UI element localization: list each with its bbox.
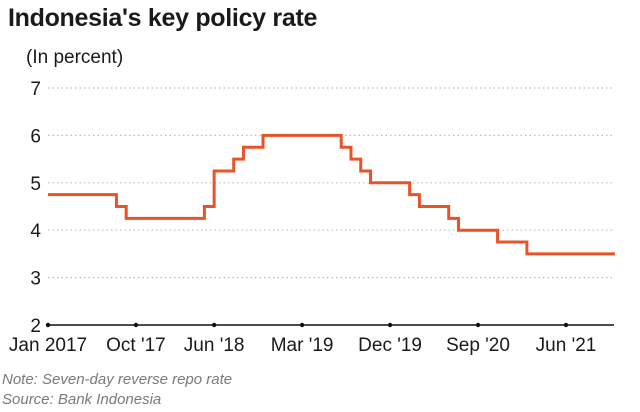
y-tick-label-6: 6 [30, 126, 41, 147]
series-line-0 [48, 133, 615, 256]
x-axis [45, 322, 614, 328]
chart-subtitle: (In percent) [26, 47, 124, 68]
x-tick-label-4: Dec '19 [358, 335, 422, 356]
series-layer [48, 133, 615, 256]
x-tick-mark-5 [475, 322, 481, 328]
y-tick-labels: 2 3 4 5 6 7 [30, 79, 41, 337]
x-tick-label-5: Sep '20 [446, 335, 510, 356]
chart-source: Source: Bank Indonesia [2, 391, 162, 408]
y-tick-label-3: 3 [30, 269, 41, 290]
chart-title: Indonesia's key policy rate [8, 4, 318, 32]
x-tick-label-2: Jun '18 [184, 335, 245, 356]
grid-lines [48, 87, 614, 279]
chart-note: Note: Seven-day reverse repo rate [2, 371, 233, 388]
x-tick-labels: Jan 2017 Oct '17 Jun '18 Mar '19 Dec '19 Sep … [9, 335, 596, 356]
y-tick-label-2: 2 [30, 316, 41, 337]
y-tick-label-7: 7 [30, 79, 41, 100]
x-tick-label-3: Mar '19 [271, 335, 334, 356]
x-tick-mark-6 [563, 322, 569, 328]
x-tick-mark-4 [387, 322, 393, 328]
x-tick-label-1: Oct '17 [106, 335, 166, 356]
x-tick-mark-1 [133, 322, 139, 328]
y-tick-label-5: 5 [30, 174, 41, 195]
x-tick-label-6: Jun '21 [536, 335, 597, 356]
y-tick-label-4: 4 [30, 221, 41, 242]
x-tick-mark-2 [211, 322, 217, 328]
x-tick-label-0: Jan 2017 [9, 335, 87, 356]
x-tick-mark-3 [299, 322, 305, 328]
x-tick-mark-0 [45, 322, 51, 328]
